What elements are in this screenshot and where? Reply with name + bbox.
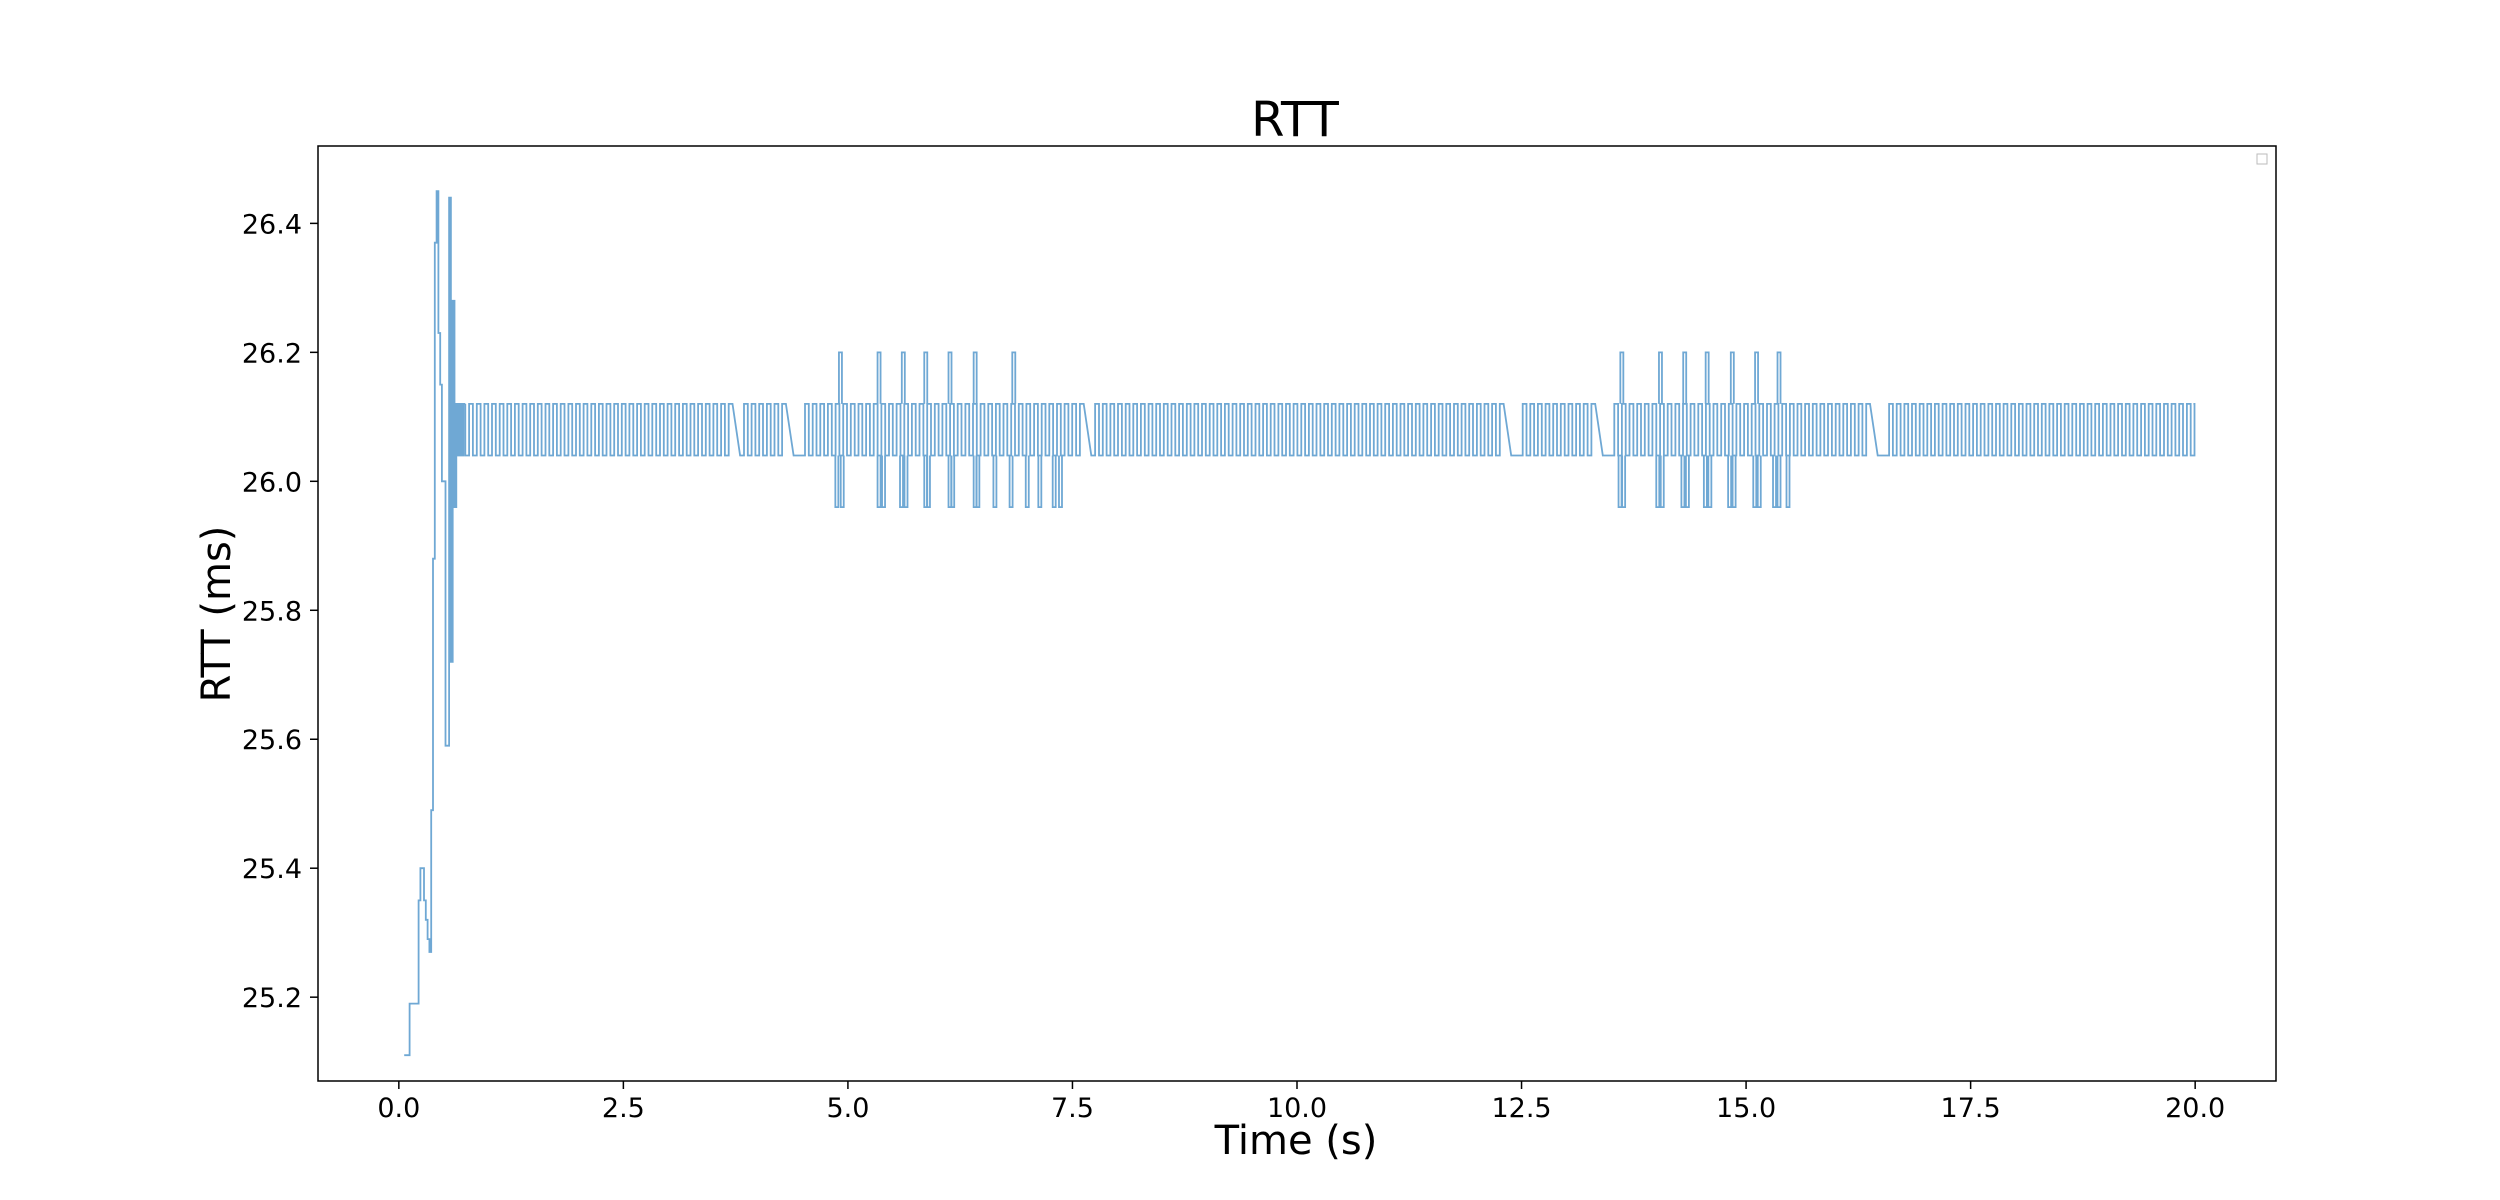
rtt-spike-low [1731,455,1737,509]
rtt-spike-low [1024,455,1030,509]
rtt-spike-low [1659,455,1665,509]
x-tick-label: 17.5 [1941,1093,2001,1124]
rtt-spike-high [1619,351,1625,404]
y-axis-label: RTT (ms) [194,526,240,703]
x-tick-label: 2.5 [602,1093,645,1124]
rtt-spike-low [1752,455,1758,509]
rtt-spike-low [876,455,882,509]
y-tick-label: 26.4 [242,209,302,240]
x-tick-label: 12.5 [1491,1093,1551,1124]
rtt-spike-low [1058,455,1063,509]
rtt-spike-high [1776,351,1782,404]
plot-area [317,145,2277,1082]
rtt-spike-low [950,455,956,509]
rtt-spike-low [1707,455,1713,509]
rtt-spike-low [992,455,998,509]
rtt-spike-high [876,351,882,404]
rtt-spike-low [1008,455,1014,509]
rtt-spike-high [1729,351,1735,404]
rtt-spike-low [899,455,904,509]
rtt-spike-low [1655,455,1661,509]
y-tick-label: 25.8 [242,596,302,627]
x-tick-label: 10.0 [1267,1093,1327,1124]
x-tick-label: 5.0 [826,1093,869,1124]
rtt-spike-high [923,351,929,404]
y-tick-label: 26.0 [242,467,302,498]
rtt-spike-high [947,351,953,404]
rtt-spike-high [1754,351,1759,404]
y-tick-label: 25.6 [242,725,302,756]
rtt-spike-low [1621,455,1627,509]
legend-box [2256,153,2268,165]
rtt-line-steady [464,403,2196,457]
rtt-spike-low [926,455,931,509]
x-tick-label: 7.5 [1051,1093,1094,1124]
rtt-spike-low [1727,455,1733,509]
y-tick-label: 26.2 [242,338,302,369]
rtt-line-startup [404,190,466,1057]
y-tick-label: 25.4 [242,854,302,885]
y-tick-label: 25.2 [242,983,302,1014]
rtt-spike-low [881,455,886,509]
rtt-spike-high [1658,351,1663,404]
rtt-spike-low [1756,455,1762,509]
rtt-spike-high [900,351,906,404]
rtt-spike-low [1702,455,1708,509]
rtt-spike-high [1682,351,1688,404]
chart-title: RTT [1251,92,1339,148]
rtt-spike-low [1776,455,1782,509]
rtt-spike-low [975,455,981,509]
rtt-spike-low [903,455,909,509]
rtt-spike-high [972,351,978,404]
rtt-spike-high [838,351,843,404]
rtt-spike-low [1051,455,1057,509]
x-tick-label: 20.0 [2165,1093,2225,1124]
y-axis-ticks: 25.2 25.4 25.6 25.8 26.0 26.2 26.4 [242,209,318,1014]
rtt-spike-low [834,455,840,509]
rtt-spike-high [1704,351,1710,404]
x-axis-ticks: 0.0 2.5 5.0 7.5 10.0 12.5 15.0 17.5 20.0 [377,1081,2225,1124]
x-tick-label: 0.0 [377,1093,420,1124]
rtt-spike-low [1680,455,1686,509]
rtt-series [404,190,2196,1057]
rtt-spike-low [1785,455,1791,509]
rtt-spike-low [1685,455,1690,509]
rtt-spike-high [1011,351,1017,404]
rtt-spike-low [1772,455,1777,509]
x-axis-label: Time (s) [1214,1118,1378,1164]
rtt-spike-low [839,455,845,509]
rtt-spike-low [1037,455,1043,509]
x-tick-label: 15.0 [1716,1093,1776,1124]
